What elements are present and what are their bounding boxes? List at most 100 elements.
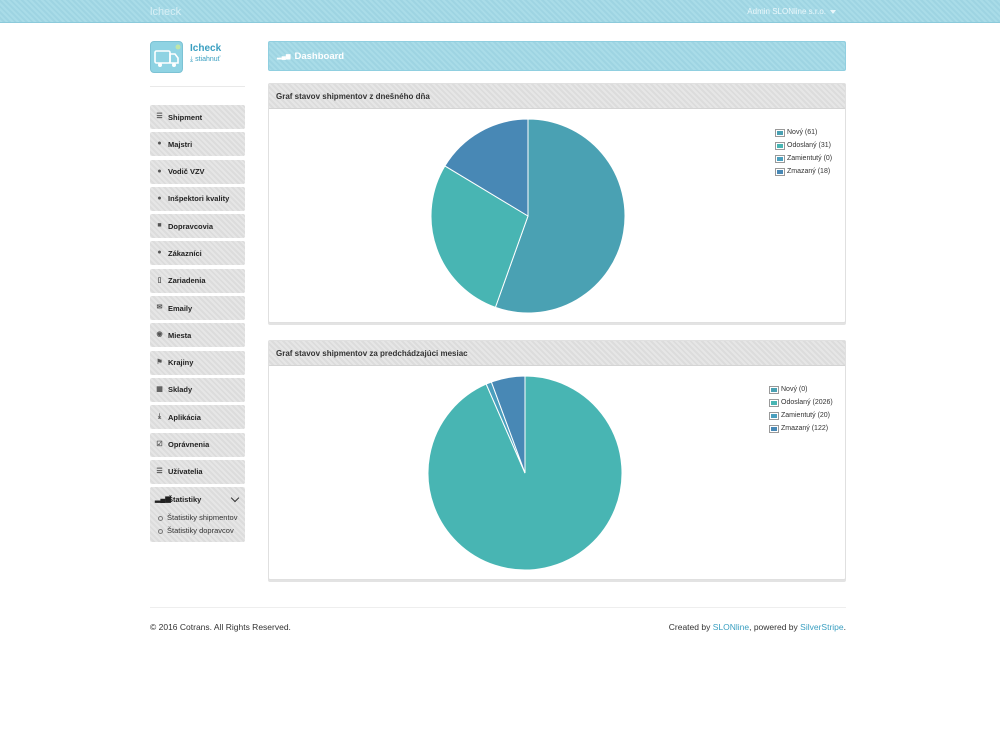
sidebar-item-majstri[interactable]: ● Majstri — [150, 132, 245, 157]
sidebar-item-label: Majstri — [168, 139, 193, 149]
legend-label: Zmazaný (18) — [787, 168, 831, 175]
pie-slice-1 — [430, 165, 529, 308]
mobile-icon: ▯ — [157, 276, 162, 284]
legend-swatch — [769, 424, 779, 433]
sidebar-item-label: Dopravcovia — [168, 221, 214, 231]
chart-title: Graf stavov shipmentov z dnešného dňa — [269, 84, 845, 109]
powered-by-label: , powered by — [749, 622, 798, 632]
list-icon: ☰ — [156, 467, 163, 475]
legend-label: Odoslaný (31) — [787, 142, 831, 149]
sidebar-item-krajiny[interactable]: ⚑ Krajiny — [150, 350, 245, 375]
sidebar-item-zariadenia[interactable]: ▯ Zariadenia — [150, 268, 245, 293]
sidebar-item-sklady[interactable]: ▦ Sklady — [150, 377, 245, 402]
chart-panel-month: Graf stavov shipmentov za predchádzajúci… — [268, 340, 846, 580]
copyright: © 2016 Cotrans. All Rights Reserved. — [150, 622, 291, 632]
legend-swatch — [769, 411, 779, 420]
chevron-down-icon — [230, 493, 240, 503]
statistiky-toggle[interactable]: ▂▄▆ Štatistiky — [150, 487, 245, 511]
chart-title: Graf stavov shipmentov za predchádzajúci… — [269, 341, 845, 366]
download-label: stiahnuť — [195, 56, 221, 63]
legend-label: Zamientutý (20) — [781, 412, 831, 419]
legend-item-2: Zamientutý (0) — [775, 152, 832, 165]
sidebar-item-label: Inšpektori kvality — [168, 194, 230, 204]
pie-chart-today — [430, 118, 626, 314]
legend-label: Nový (61) — [787, 129, 818, 136]
grid-icon: ▦ — [156, 385, 163, 393]
legend-item-3: Zmazaný (18) — [775, 165, 832, 178]
legend-swatch — [775, 154, 785, 163]
caret-down-icon — [830, 9, 836, 14]
sidebar-item-label: Miesta — [168, 330, 192, 340]
legend-item-0: Nový (0) — [769, 383, 833, 396]
legend-swatch — [769, 385, 779, 394]
sidebar-item-label: Štatistiky — [168, 494, 202, 504]
sidebar-item-dopravcovia[interactable]: ■ Dopravcovia — [150, 214, 245, 239]
flag-icon: ⚑ — [156, 358, 163, 366]
sidebar-item-label: Krajiny — [168, 358, 194, 368]
sidebar-item-label: Oprávnenia — [168, 440, 210, 450]
silverstripe-link[interactable]: SilverStripe — [800, 622, 844, 632]
sidebar-divider — [150, 86, 245, 87]
signal-icon: ▂▄▆ — [277, 53, 291, 60]
user-icon: ● — [157, 249, 162, 257]
sidebar-subitem-shipmentov[interactable]: Štatistiky shipmentov — [150, 511, 245, 524]
legend-swatch — [775, 141, 785, 150]
sidebar-item-miesta[interactable]: ◉ Miesta — [150, 323, 245, 348]
legend-swatch — [775, 128, 785, 137]
sidebar-item-vodic-vzv[interactable]: ● Vodič VZV — [150, 159, 245, 184]
app-logo — [150, 41, 183, 73]
page-title: Dashboard — [294, 50, 345, 62]
legend-item-1: Odoslaný (2026) — [769, 396, 833, 409]
truck-icon: ■ — [157, 222, 162, 230]
sidebar-item-label: Zákazníci — [168, 248, 202, 258]
pie-slice-0 — [494, 118, 626, 314]
sidebar-item-label: Vodič VZV — [168, 167, 205, 177]
legend-item-0: Nový (61) — [775, 126, 832, 139]
pie-slice-1 — [427, 375, 623, 571]
sidebar: ☰ Shipment ● Majstri ● Vodič VZV ● Inšpektor… — [150, 105, 245, 543]
list-icon: ☰ — [156, 113, 163, 120]
sidebar-item-aplikacia[interactable]: ⤓ Aplikácia — [150, 405, 245, 430]
chart-legend: Nový (0) Odoslaný (2026) Zamientutý (20) Zm… — [769, 383, 833, 435]
sidebar-item-label: Aplikácia — [168, 412, 201, 422]
sidebar-item-label: Užívatelia — [168, 467, 203, 477]
navbar-brand[interactable]: lcheck — [150, 6, 182, 18]
sidebar-item-emaily[interactable]: ✉ Emaily — [150, 296, 245, 321]
legend-label: Nový (0) — [781, 386, 808, 393]
chart-panel-today: Graf stavov shipmentov z dnešného dňa No… — [268, 83, 846, 323]
footer-divider — [150, 607, 846, 608]
pie-slice-3 — [490, 375, 526, 474]
chart-legend: Nový (61) Odoslaný (31) Zamientutý (0) Zmaz… — [775, 126, 832, 178]
legend-item-3: Zmazaný (122) — [769, 422, 833, 435]
sidebar-item-statistiky: ▂▄▆ Štatistiky Štatistiky shipmentov Šta… — [150, 487, 245, 543]
sidebar-item-opravnenia[interactable]: ☑ Oprávnenia — [150, 432, 245, 457]
top-navbar: lcheck Admin SLONline s.r.o. — [0, 0, 1000, 23]
credits-end: . — [843, 622, 846, 632]
user-icon: ● — [157, 167, 162, 175]
legend-swatch — [769, 398, 779, 407]
sidebar-item-label: Emaily — [168, 303, 193, 313]
legend-item-1: Odoslaný (31) — [775, 139, 832, 152]
truck-logo-icon — [154, 44, 181, 67]
user-menu[interactable]: Admin SLONline s.r.o. — [747, 7, 836, 16]
checkbox-icon: ☑ — [156, 440, 163, 448]
sidebar-item-zakaznici[interactable]: ● Zákazníci — [150, 241, 245, 266]
legend-swatch — [775, 167, 785, 176]
app-name[interactable]: Icheck — [190, 43, 222, 54]
sidebar-item-shipment[interactable]: ☰ Shipment — [150, 105, 245, 129]
sidebar-item-uzivatelia[interactable]: ☰ Užívatelia — [150, 459, 245, 484]
sidebar-subitem-dopravcov[interactable]: Štatistiky dopravcov — [150, 524, 245, 537]
signal-icon: ▂▄▆ — [155, 496, 171, 504]
download-link[interactable]: ⤓ stiahnuť — [190, 56, 220, 64]
download-icon: ⤓ — [157, 413, 162, 421]
credits: Created by SLONline, powered by SilverSt… — [669, 622, 846, 632]
created-by-label: Created by — [668, 622, 711, 632]
legend-item-2: Zamientutý (20) — [769, 409, 833, 422]
globe-icon: ◉ — [156, 331, 163, 339]
legend-label: Zmazaný (122) — [781, 425, 829, 432]
sidebar-item-inspektori[interactable]: ● Inšpektori kvality — [150, 186, 245, 211]
pie-slice-3 — [444, 118, 529, 217]
envelope-icon: ✉ — [156, 304, 163, 312]
sidebar-item-label: Sklady — [168, 385, 193, 395]
slonline-link[interactable]: SLONline — [712, 622, 750, 632]
